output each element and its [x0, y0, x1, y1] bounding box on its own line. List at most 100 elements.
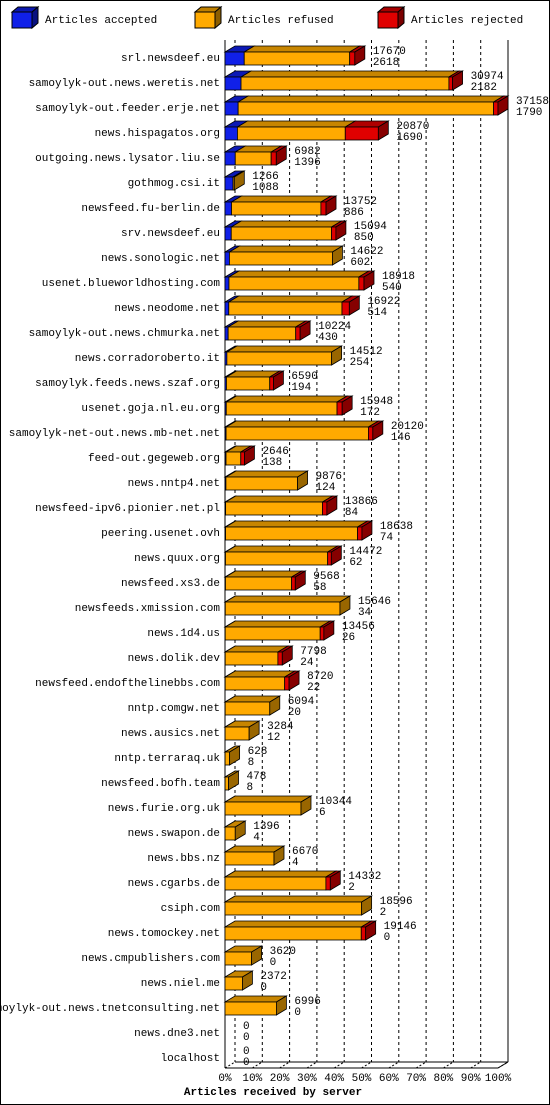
- bar-segment: [243, 51, 351, 66]
- bar-side: [332, 245, 343, 266]
- bar-segment: [228, 276, 360, 291]
- accepted-label: 0: [260, 982, 267, 994]
- total-label: 14622: [350, 246, 383, 258]
- total-label: 9876: [316, 471, 342, 483]
- tick-mark: [252, 1061, 263, 1069]
- y-tick-label: newsfeed.endofthelinebbs.com: [35, 678, 220, 690]
- bar-top: [223, 895, 374, 903]
- bar-segment: [237, 126, 346, 141]
- bar-segment: [224, 676, 286, 691]
- y-tick-label: news.ausics.net: [121, 728, 220, 740]
- total-label: 628: [248, 746, 268, 758]
- bar-segment: [284, 676, 290, 691]
- legend-label: Articles accepted: [45, 15, 157, 27]
- total-label: 15094: [354, 221, 387, 233]
- total-label: 6590: [291, 371, 317, 383]
- accepted-label: 84: [345, 507, 359, 519]
- bar-side: [325, 195, 337, 216]
- y-tick-label: feed-out.gegeweb.org: [88, 453, 220, 465]
- bar-side: [361, 895, 373, 916]
- bar-top: [223, 870, 338, 878]
- bar-segment: [225, 451, 242, 466]
- total-label: 17670: [373, 46, 406, 58]
- bar-segment: [225, 551, 329, 566]
- bar-side: [275, 145, 287, 166]
- accepted-label: 254: [350, 357, 370, 369]
- bar-top: [223, 920, 373, 928]
- accepted-label: 2: [380, 907, 387, 919]
- bar-segment: [224, 176, 234, 191]
- bar-side: [269, 695, 281, 716]
- bar-side: [361, 520, 373, 541]
- accepted-label: 430: [318, 332, 338, 344]
- accepted-label: 8: [248, 757, 255, 769]
- bar-segment: [224, 151, 236, 166]
- accepted-label: 20: [288, 707, 301, 719]
- bar-top: [223, 645, 290, 653]
- bar-top: [227, 245, 344, 253]
- total-label: 16922: [367, 296, 400, 308]
- x-tick-label: 90%: [461, 1073, 481, 1085]
- accepted-label: 1396: [294, 157, 320, 169]
- accepted-label: 850: [354, 232, 374, 244]
- x-tick-label: 30%: [297, 1073, 317, 1085]
- bar-side: [242, 970, 253, 991]
- bar-segment: [368, 426, 374, 441]
- total-label: 6982: [294, 146, 320, 158]
- bar-top: [227, 270, 371, 278]
- total-label: 8720: [307, 671, 333, 683]
- bar-segment: [226, 376, 271, 391]
- total-label: 1396: [253, 821, 279, 833]
- x-tick-label: 100%: [485, 1073, 512, 1085]
- bar-segment: [225, 476, 298, 491]
- bar-side: [323, 620, 335, 641]
- bar-side: [299, 320, 311, 341]
- bar-segment: [224, 201, 232, 216]
- legend-swatch: [377, 11, 399, 29]
- bar-side: [335, 220, 347, 241]
- total-label: 19146: [384, 921, 417, 933]
- bar-side: [294, 570, 306, 591]
- bar-segment: [231, 201, 322, 216]
- y-tick-label: news.bbs.nz: [147, 853, 220, 865]
- bar-side: [452, 70, 463, 91]
- total-label: 20870: [396, 121, 429, 133]
- bar-segment: [234, 151, 272, 166]
- bar-side: [234, 820, 246, 841]
- accepted-label: 58: [313, 582, 326, 594]
- bar-segment: [291, 576, 296, 591]
- tick-mark: [279, 1061, 290, 1069]
- accepted-label: 62: [349, 557, 362, 569]
- y-tick-label: newsfeed.xs3.de: [121, 578, 220, 590]
- bar-side: [273, 370, 284, 391]
- accepted-label: 2: [348, 882, 355, 894]
- y-tick-label: news.neodome.net: [114, 303, 220, 315]
- y-tick-label: samoylyk.feeds.news.szaf.org: [35, 378, 220, 390]
- bar-segment: [228, 301, 343, 316]
- accepted-label: 1790: [516, 107, 542, 119]
- accepted-label: 0: [243, 1032, 250, 1044]
- y-tick-label: newsfeeds.xmission.com: [75, 603, 221, 615]
- accepted-label: 0: [270, 957, 277, 969]
- y-tick-label: news.dne3.net: [134, 1028, 220, 1040]
- bar-segment: [224, 851, 275, 866]
- bar-segment: [240, 76, 450, 91]
- bar-top: [242, 45, 362, 53]
- y-tick-label: gothmog.csi.it: [128, 178, 220, 190]
- bar-segment: [225, 526, 358, 541]
- bar-top: [223, 670, 297, 678]
- bar-segment: [225, 501, 323, 516]
- y-tick-label: localhost: [161, 1053, 220, 1065]
- total-label: 14512: [350, 346, 383, 358]
- bar-segment: [224, 701, 271, 716]
- accepted-label: 74: [380, 532, 394, 544]
- bar-segment: [224, 601, 341, 616]
- bar-top: [224, 545, 340, 553]
- bar-segment: [336, 401, 343, 416]
- y-tick-label: nntp.terraraq.uk: [114, 753, 220, 765]
- tick-mark: [470, 1061, 481, 1069]
- accepted-label: 0: [243, 1057, 250, 1069]
- accepted-label: 1088: [252, 182, 278, 194]
- y-tick-label: newsfeed-ipv6.pionier.net.pl: [35, 503, 220, 515]
- accepted-label: 12: [267, 732, 280, 744]
